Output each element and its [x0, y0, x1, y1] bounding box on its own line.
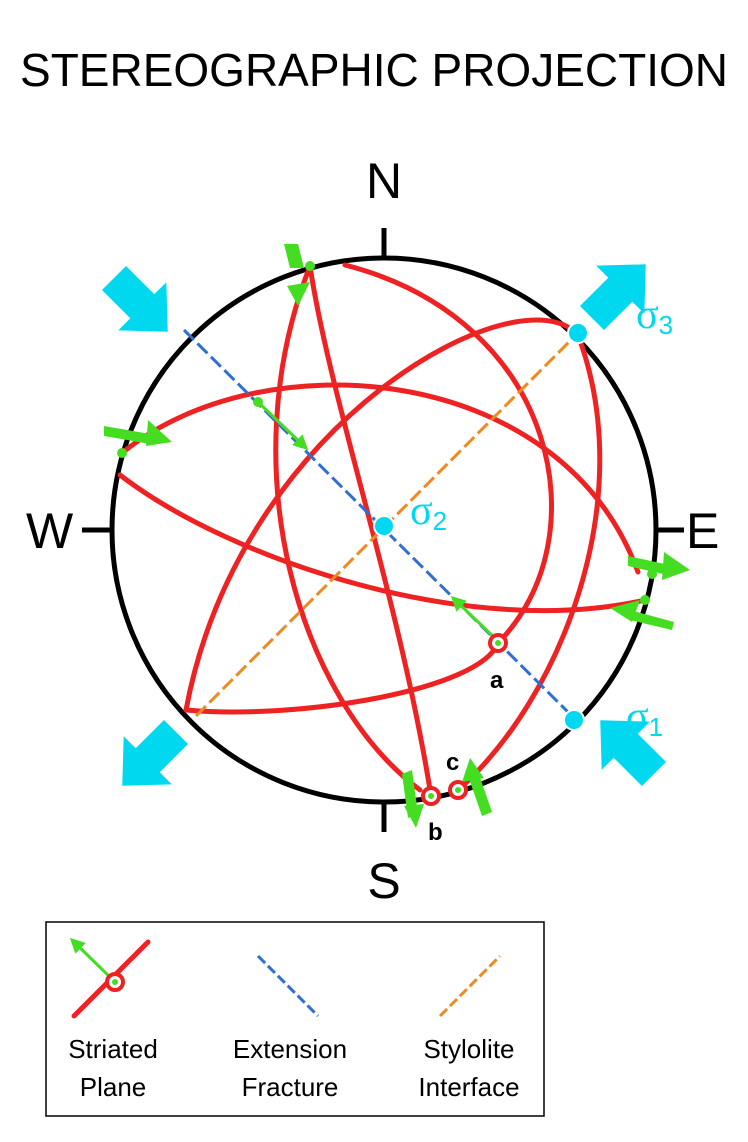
diagram-title: STEREOGRAPHIC PROJECTION: [20, 44, 728, 96]
east-label: E: [686, 503, 719, 559]
margin-striations: [104, 244, 690, 828]
legend-striated-plane-label-2: Plane: [80, 1072, 147, 1102]
sigma3-arrow-ne-icon: [579, 264, 646, 331]
great-circle-3: [273, 263, 423, 793]
legend-extension-fracture-icon: [256, 954, 320, 1018]
stress-arrows: [101, 264, 667, 787]
legend-stylolite-label: Stylolite: [423, 1034, 514, 1064]
great-circle-5: [307, 263, 434, 799]
point-b-dot: [428, 793, 434, 799]
west-label: W: [26, 503, 74, 559]
sigma3-label: σ3: [636, 292, 673, 340]
sigma1-arrow-nw-icon: [101, 265, 168, 332]
sigma3-arrow-sw-icon: [122, 719, 189, 786]
legend-extension-fracture-label-2: Fracture: [242, 1072, 339, 1102]
great-circle-1: [119, 382, 641, 575]
legend-extension-fracture-label: Extension: [233, 1034, 347, 1064]
striation-arrows: [253, 397, 500, 643]
striation-marker-c: [462, 758, 492, 816]
striation-dot-nw: [253, 397, 263, 407]
striation-marker-east-upper: [628, 552, 690, 580]
sigma2-point: [373, 515, 395, 537]
striation-marker-b: [402, 770, 424, 828]
south-label: S: [367, 853, 400, 909]
point-c-label: c: [446, 749, 459, 776]
sigma3-point: [567, 322, 589, 344]
striation-marker-north: [284, 244, 315, 306]
sigma1-label: σ1: [626, 694, 663, 742]
great-circle-7: [183, 640, 501, 715]
legend-box: [45, 921, 545, 1117]
great-circle-4: [342, 262, 554, 646]
point-b-label: b: [428, 819, 443, 846]
point-a-label: a: [490, 667, 504, 694]
north-label: N: [366, 153, 402, 209]
observation-points: [421, 633, 508, 806]
legend: Striated Plane Extension Fracture Stylol…: [45, 921, 545, 1117]
striation-marker-west: [104, 420, 172, 458]
legend-striated-plane-icon: [69, 937, 151, 1019]
point-c-dot: [455, 787, 461, 793]
striation-arrow-nw: [256, 400, 309, 451]
sigma1-arrow-se-icon: [600, 720, 667, 787]
great-circle-2: [117, 472, 648, 614]
sigma2-label: σ2: [410, 488, 447, 536]
legend-striated-plane-label: Striated: [68, 1034, 158, 1064]
sigma1-point: [563, 709, 585, 731]
point-a-dot: [495, 640, 501, 646]
legend-stylolite-icon: [438, 954, 502, 1018]
legend-stylolite-label-2: Interface: [418, 1072, 519, 1102]
striation-marker-east-lower: [610, 595, 674, 630]
striation-arrow-a: [450, 595, 500, 643]
